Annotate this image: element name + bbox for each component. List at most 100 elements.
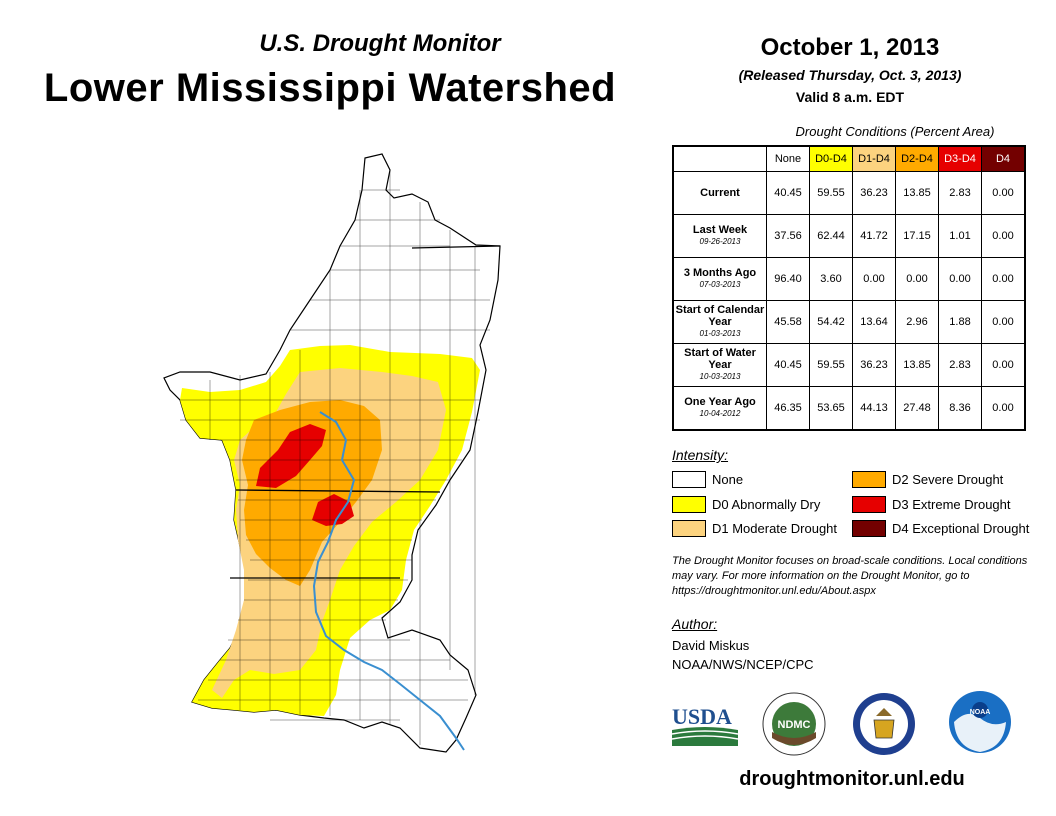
commerce-seal-logo bbox=[853, 693, 915, 755]
row-label-date: 09-26-2013 bbox=[699, 237, 741, 246]
legend-label: D3 Extreme Drought bbox=[892, 497, 1011, 512]
table-cell: 46.35 bbox=[766, 386, 810, 430]
row-label-date: 10-04-2012 bbox=[699, 408, 741, 418]
website-url[interactable]: droughtmonitor.unl.edu bbox=[739, 768, 965, 790]
row-label-text: Start of Calendar Year bbox=[675, 304, 765, 328]
valid-time: Valid 8 a.m. EDT bbox=[795, 89, 905, 105]
row-label-text: One Year Ago bbox=[684, 395, 756, 408]
legend-swatch bbox=[672, 496, 706, 513]
legend-swatch bbox=[672, 471, 706, 488]
row-label-text: 3 Months Ago bbox=[683, 267, 757, 279]
legend-swatch bbox=[852, 496, 886, 513]
author-heading: Author: bbox=[672, 616, 718, 632]
table-row: Start of Calendar Year 01-03-2013 45.58 54.… bbox=[672, 300, 1026, 344]
table-row: Current 40.45 59.55 36.23 13.85 2.83 0.00 bbox=[672, 171, 1026, 215]
table-cell: 44.13 bbox=[852, 386, 896, 430]
table-cell: 62.44 bbox=[809, 214, 853, 258]
legend-item: D4 Exceptional Drought bbox=[852, 520, 1029, 537]
legend-heading: Intensity: bbox=[672, 447, 729, 463]
col-header: D1-D4 bbox=[852, 145, 896, 172]
table-row: One Year Ago 10-04-2012 46.35 53.65 44.13 27.… bbox=[672, 386, 1026, 430]
row-label: Current bbox=[672, 171, 767, 215]
table-corner bbox=[673, 146, 767, 172]
col-header: D2-D4 bbox=[895, 145, 939, 172]
table-cell: 45.58 bbox=[766, 300, 810, 344]
d3-extreme-drought-area-2 bbox=[312, 494, 354, 526]
usda-logo: USDA bbox=[671, 704, 739, 746]
table-cell: 41.72 bbox=[852, 214, 896, 258]
table-cell: 13.64 bbox=[852, 300, 896, 344]
title-top: U.S. Drought Monitor bbox=[259, 30, 501, 57]
table-cell: 3.60 bbox=[809, 257, 853, 301]
mississippi-river bbox=[312, 411, 465, 751]
page-title: Lower Mississippi Watershed bbox=[43, 66, 617, 110]
row-label-text: Last Week bbox=[692, 224, 748, 236]
table-cell: 0.00 bbox=[895, 257, 939, 301]
table-row: Start of Water Year 10-03-2013 40.45 59.55 3… bbox=[672, 343, 1026, 387]
legend-label: D4 Exceptional Drought bbox=[892, 521, 1030, 536]
row-label-text: Current bbox=[700, 187, 740, 199]
table-cell: 13.85 bbox=[895, 343, 939, 387]
legend-swatch bbox=[672, 520, 706, 537]
row-label-text: Start of Water Year bbox=[684, 347, 756, 371]
table-caption: Drought Conditions (Percent Area) bbox=[795, 124, 995, 139]
table-cell: 0.00 bbox=[981, 343, 1026, 387]
row-label: 3 Months Ago 07-03-2013 bbox=[672, 257, 767, 301]
table-cell: 59.55 bbox=[809, 171, 853, 215]
release-date: (Released Thursday, Oct. 3, 2013) bbox=[738, 67, 962, 83]
table-cell: 1.01 bbox=[938, 214, 982, 258]
table-cell: 1.88 bbox=[938, 300, 982, 344]
row-label-date: 10-03-2013 bbox=[699, 372, 741, 381]
legend-item: D3 Extreme Drought bbox=[852, 496, 1011, 513]
legend-swatch bbox=[852, 471, 886, 488]
row-label: One Year Ago 10-04-2012 bbox=[672, 386, 767, 430]
table-cell: 0.00 bbox=[981, 214, 1026, 258]
table-cell: 0.00 bbox=[981, 386, 1026, 430]
legend-label: D2 Severe Drought bbox=[892, 472, 1004, 487]
col-header: D3-D4 bbox=[938, 145, 982, 172]
table-cell: 37.56 bbox=[766, 214, 810, 258]
table-cell: 40.45 bbox=[766, 171, 810, 215]
table-cell: 13.85 bbox=[895, 171, 939, 215]
col-header: D0-D4 bbox=[809, 145, 853, 172]
col-header: None bbox=[766, 145, 810, 172]
table-cell: 0.00 bbox=[852, 257, 896, 301]
legend-label: D1 Moderate Drought bbox=[712, 521, 838, 536]
drought-map bbox=[163, 153, 501, 753]
usda-logo-text: USDA bbox=[672, 704, 732, 729]
disclaimer-note: The Drought Monitor focuses on broad-sca… bbox=[672, 555, 1028, 597]
row-label: Start of Water Year 10-03-2013 bbox=[672, 343, 767, 387]
table-cell: 0.00 bbox=[938, 257, 982, 301]
row-label: Start of Calendar Year 01-03-2013 bbox=[672, 300, 767, 344]
d2-severe-drought-area bbox=[242, 400, 382, 586]
ndmc-logo: NDMC bbox=[762, 692, 826, 756]
table-row: 3 Months Ago 07-03-2013 96.40 3.60 0.00 0.00 0… bbox=[672, 257, 1026, 301]
legend-item: D1 Moderate Drought bbox=[672, 520, 837, 537]
legend-swatch bbox=[852, 520, 886, 537]
table-row: Last Week 09-26-2013 37.56 62.44 41.72 17.15 1… bbox=[672, 214, 1026, 258]
legend-item: None bbox=[672, 471, 743, 488]
map-date: October 1, 2013 bbox=[760, 34, 940, 61]
table-cell: 59.55 bbox=[809, 343, 853, 387]
table-cell: 2.83 bbox=[938, 171, 982, 215]
legend-item: D2 Severe Drought bbox=[852, 471, 1003, 488]
table-cell: 2.83 bbox=[938, 343, 982, 387]
col-header: D4 bbox=[981, 145, 1026, 172]
row-label-date: 01-03-2013 bbox=[699, 329, 741, 338]
table-cell: 96.40 bbox=[766, 257, 810, 301]
legend-label: None bbox=[712, 472, 744, 487]
table-cell: 0.00 bbox=[981, 257, 1026, 301]
table-cell: 53.65 bbox=[809, 386, 853, 430]
drought-stats-table: None D0-D4 D1-D4 D2-D4 D3-D4 D4 Current 4… bbox=[672, 145, 1026, 431]
table-cell: 0.00 bbox=[981, 171, 1026, 215]
row-label-date: 07-03-2013 bbox=[699, 280, 741, 289]
table-cell: 54.42 bbox=[809, 300, 853, 344]
legend-label: D0 Abnormally Dry bbox=[712, 497, 821, 512]
author-name: David Miskus bbox=[672, 638, 750, 653]
noaa-logo-text: NOAA bbox=[970, 709, 991, 716]
row-label: Last Week 09-26-2013 bbox=[672, 214, 767, 258]
table-cell: 40.45 bbox=[766, 343, 810, 387]
table-header-row: None D0-D4 D1-D4 D2-D4 D3-D4 D4 bbox=[673, 145, 1026, 172]
noaa-logo: NOAA bbox=[949, 691, 1011, 753]
ndmc-logo-text: NDMC bbox=[778, 719, 811, 731]
